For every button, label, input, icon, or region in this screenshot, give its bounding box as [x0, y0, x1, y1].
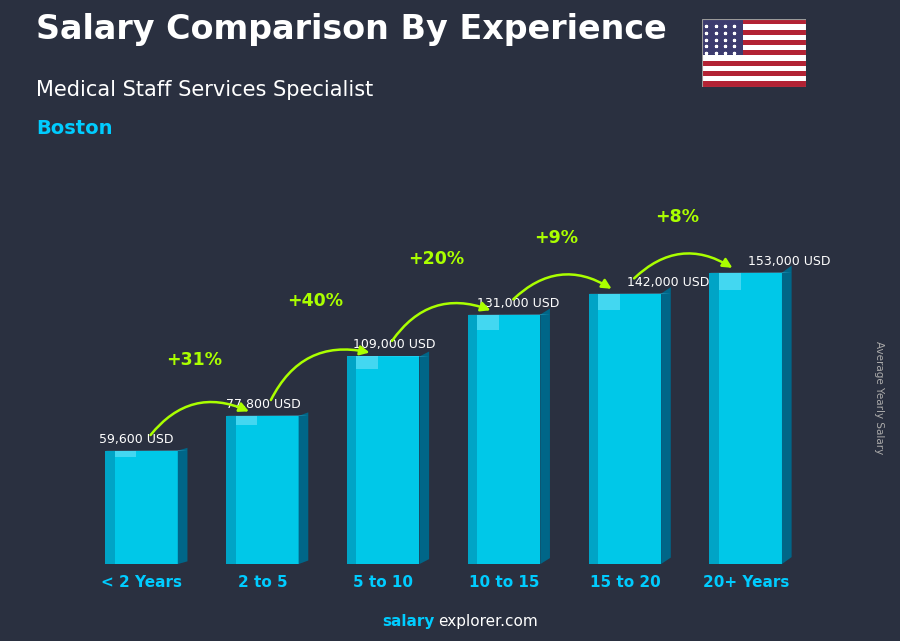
Polygon shape — [540, 308, 550, 564]
Bar — [702, 19, 806, 24]
Bar — [589, 294, 598, 564]
Polygon shape — [662, 287, 670, 564]
Text: +9%: +9% — [535, 229, 579, 247]
Bar — [702, 81, 806, 87]
Text: 142,000 USD: 142,000 USD — [627, 276, 710, 288]
Text: explorer.com: explorer.com — [438, 615, 538, 629]
Text: Boston: Boston — [36, 119, 112, 138]
Bar — [347, 356, 419, 564]
Bar — [709, 272, 782, 564]
Bar — [702, 76, 806, 81]
Bar — [477, 315, 499, 329]
Bar — [719, 272, 741, 290]
Bar — [114, 451, 137, 458]
Text: 77,800 USD: 77,800 USD — [226, 398, 301, 411]
Text: 153,000 USD: 153,000 USD — [748, 254, 831, 268]
Polygon shape — [419, 351, 429, 564]
Bar — [702, 66, 806, 71]
Bar — [105, 451, 114, 564]
Bar — [702, 19, 743, 56]
Text: Average Yearly Salary: Average Yearly Salary — [874, 341, 884, 454]
Bar — [702, 71, 806, 76]
Bar — [702, 50, 806, 56]
Bar — [702, 45, 806, 50]
Bar — [226, 416, 299, 564]
Bar — [702, 24, 806, 29]
Bar — [702, 61, 806, 66]
Bar — [702, 35, 806, 40]
Bar — [702, 29, 806, 35]
Text: Medical Staff Services Specialist: Medical Staff Services Specialist — [36, 80, 374, 100]
Bar — [468, 315, 477, 564]
Text: Salary Comparison By Experience: Salary Comparison By Experience — [36, 13, 667, 46]
Bar — [598, 294, 620, 310]
Polygon shape — [299, 412, 309, 564]
Bar — [709, 272, 719, 564]
Bar — [356, 356, 378, 369]
Text: +8%: +8% — [655, 208, 699, 226]
Text: 109,000 USD: 109,000 USD — [353, 338, 436, 351]
Bar — [236, 416, 257, 425]
Text: +31%: +31% — [166, 351, 222, 369]
Bar — [468, 315, 540, 564]
Polygon shape — [782, 265, 792, 564]
Text: +40%: +40% — [287, 292, 343, 310]
Polygon shape — [178, 448, 187, 564]
Bar — [226, 416, 236, 564]
Text: 131,000 USD: 131,000 USD — [478, 297, 560, 310]
Bar — [702, 40, 806, 45]
Text: salary: salary — [382, 615, 435, 629]
Bar — [347, 356, 356, 564]
Bar — [702, 56, 806, 61]
Text: +20%: +20% — [408, 250, 464, 268]
Bar — [105, 451, 178, 564]
Text: 59,600 USD: 59,600 USD — [99, 433, 174, 445]
Bar — [589, 294, 662, 564]
